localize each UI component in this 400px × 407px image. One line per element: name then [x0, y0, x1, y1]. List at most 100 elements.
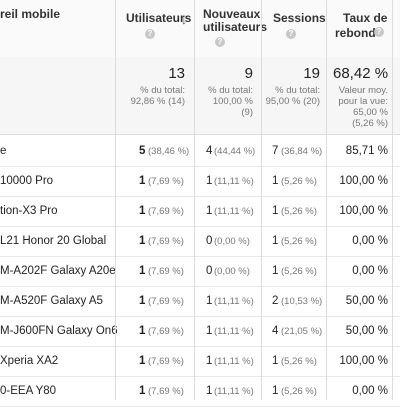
users-pct: (7,69 %)	[148, 176, 184, 187]
sessions-value: 1	[272, 265, 279, 277]
total-new-users-value: 9	[244, 65, 253, 82]
table-row: e 5 (38,46 %) 4 (44,44 %) 7 (36,84 %) 85,71 %	[0, 135, 400, 167]
table-row: M-A202F Galaxy A20e 1 (7,69 %) 0 (0,00 %) 1 (5…	[0, 256, 400, 287]
sessions-value: 1	[272, 385, 279, 397]
users-value: 1	[139, 295, 146, 307]
users-pct: (7,69 %)	[148, 236, 184, 247]
new-users-pct: (11,11 %)	[214, 356, 254, 367]
device-name-link[interactable]: M-A520F Galaxy A5	[0, 295, 103, 307]
new-users-value: 1	[206, 355, 213, 367]
col-sessions-header[interactable]: Sessions	[273, 11, 326, 25]
totals-row: 13 % du total: 92,86 % (14) 9 % du total…	[0, 57, 400, 135]
sessions-value: 2	[272, 295, 279, 307]
device-name-link[interactable]: L21 Honor 20 Global	[0, 235, 107, 247]
new-users-value: 0	[206, 235, 213, 247]
col-new-users-header-1[interactable]: Nouveaux	[203, 7, 261, 21]
total-users-pct-label: % du total:	[140, 85, 185, 96]
sessions-pct: (5,26 %)	[281, 176, 317, 187]
users-value: 1	[139, 355, 146, 367]
sessions-value: 1	[272, 355, 279, 367]
col-divider	[326, 0, 327, 400]
total-new-users-pct-label: % du total:	[208, 85, 253, 96]
new-users-value: 1	[206, 175, 213, 187]
users-pct: (7,69 %)	[148, 356, 184, 367]
new-users-pct: (11,11 %)	[214, 206, 254, 217]
bounce-rate-value: 100,00 %	[339, 175, 388, 187]
new-users-value: 1	[206, 385, 213, 397]
sessions-value: 1	[272, 235, 279, 247]
bounce-rate-value: 0,00 %	[352, 385, 388, 397]
sessions-pct: (36,84 %)	[281, 146, 323, 157]
device-name-link[interactable]: M-A202F Galaxy A20e	[0, 265, 116, 277]
new-users-value: 1	[206, 325, 213, 337]
bounce-rate-value: 85,71 %	[345, 145, 388, 157]
device-name-link[interactable]: M-J600FN Galaxy On6	[0, 325, 118, 337]
sessions-value: 1	[272, 175, 279, 187]
col-new-users-header-2[interactable]: utilisateurs	[203, 20, 268, 34]
new-users-pct: (0,00 %)	[214, 236, 250, 247]
sessions-pct: (5,26 %)	[281, 266, 317, 277]
device-name-link[interactable]: 0-EEA Y80	[0, 385, 57, 397]
users-pct: (7,69 %)	[148, 296, 184, 307]
total-sessions-pct-value: 95,00 % (20)	[265, 96, 320, 107]
total-new-users-pct-value: 100,00 %	[212, 96, 253, 107]
users-pct: (7,69 %)	[148, 266, 184, 277]
sessions-value: 4	[272, 325, 279, 337]
bounce-rate-value: 50,00 %	[345, 325, 388, 337]
sessions-help-icon[interactable]: ?	[286, 29, 296, 39]
sessions-value: 7	[272, 145, 279, 157]
total-sessions-value: 19	[303, 65, 320, 82]
users-value: 1	[139, 235, 146, 247]
col-divider	[115, 0, 116, 400]
sort-descending-icon[interactable]: ↓	[181, 13, 187, 27]
total-bounce-value: 68,42 %	[333, 65, 389, 82]
total-sessions-pct-label: % du total:	[275, 85, 320, 96]
col-bounce-header-2[interactable]: rebond	[335, 26, 376, 40]
users-pct: (7,69 %)	[148, 386, 184, 397]
bounce-rate-value: 50,00 %	[345, 295, 388, 307]
device-name-link[interactable]: tion-X3 Pro	[0, 205, 58, 217]
new-users-pct: (44,44 %)	[214, 146, 256, 157]
users-value: 1	[139, 175, 146, 187]
device-name-link[interactable]: 10000 Pro	[0, 175, 54, 187]
sessions-pct: (5,26 %)	[281, 206, 317, 217]
sessions-pct: (5,26 %)	[281, 356, 317, 367]
table-row: Xperia XA2 1 (7,69 %) 1 (11,11 %) 1 (5,26 %) 10…	[0, 346, 400, 377]
table-row: M-J600FN Galaxy On6 1 (7,69 %) 1 (11,11 %) 4(…	[0, 316, 400, 347]
users-value: 1	[139, 265, 146, 277]
users-value: 1	[139, 325, 146, 337]
bounce-help-icon[interactable]: ?	[374, 27, 384, 37]
new-users-value: 4	[206, 145, 213, 157]
total-bounce-avg-delta: (5,26 %)	[352, 118, 388, 129]
col-divider	[194, 0, 195, 400]
col-bounce-header-1[interactable]: Taux de	[343, 11, 388, 25]
users-pct: (7,69 %)	[148, 326, 184, 337]
total-bounce-avg-label-2: pour la vue:	[338, 96, 388, 107]
bounce-rate-value: 0,00 %	[352, 235, 388, 247]
bounce-rate-value: 100,00 %	[339, 205, 388, 217]
new-users-help-icon[interactable]: ?	[215, 37, 225, 47]
device-name-link[interactable]: Xperia XA2	[0, 355, 59, 367]
device-name-link[interactable]: e	[0, 145, 7, 157]
total-new-users-pct-count: (9)	[241, 107, 253, 118]
new-users-pct: (11,11 %)	[214, 386, 254, 397]
col-divider	[261, 0, 262, 400]
table-header: reil mobile Utilisateurs ↓ ? Nouveaux ut…	[0, 0, 400, 58]
table-row: M-A520F Galaxy A5 1 (7,69 %) 1 (11,11 %) 2 (10…	[0, 286, 400, 317]
table-row: 10000 Pro 1 (7,69 %) 1 (11,11 %) 1 (5,26 %) 100…	[0, 166, 400, 197]
new-users-value: 1	[206, 205, 213, 217]
col-users-header[interactable]: Utilisateurs	[126, 11, 192, 25]
sessions-value: 1	[272, 205, 279, 217]
new-users-pct: (0,00 %)	[214, 266, 250, 277]
bounce-rate-value: 100,00 %	[339, 355, 388, 367]
table-row: tion-X3 Pro 1 (7,69 %) 1 (11,11 %) 1 (5,26 %) 1…	[0, 196, 400, 227]
table-row: 0-EEA Y80 1 (7,69 %) 1 (11,11 %) 1 (5,26 %) 0,0…	[0, 376, 400, 407]
col-device-header[interactable]: reil mobile	[0, 7, 61, 21]
new-users-pct: (11,11 %)	[214, 326, 254, 337]
total-bounce-avg-value: 65,00 %	[353, 107, 388, 118]
users-value: 5	[139, 145, 146, 157]
new-users-pct: (11,11 %)	[214, 176, 254, 187]
sessions-pct: (21,05 %)	[281, 326, 323, 337]
users-help-icon[interactable]: ?	[145, 29, 155, 39]
